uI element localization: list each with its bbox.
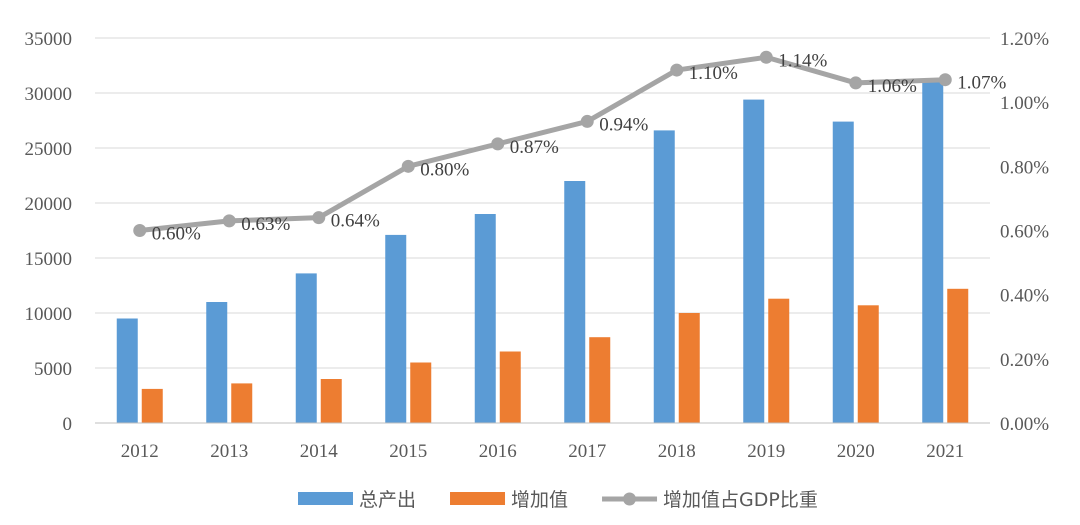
- y-axis-right: 0.00% 0.20% 0.40% 0.60% 0.80% 1.00% 1.20%: [1000, 29, 1049, 435]
- y-left-tick-label: 0: [63, 414, 73, 435]
- data-label: 1.06%: [868, 76, 917, 97]
- x-tick-label: 2014: [300, 441, 339, 462]
- data-label: 1.14%: [778, 50, 827, 71]
- legend-label: 总产出: [359, 489, 416, 511]
- data-labels: 0.60% 0.63% 0.64% 0.80% 0.87% 0.94% 1.10% 1.14%…: [152, 50, 1007, 244]
- data-label: 0.87%: [510, 137, 559, 158]
- bar: [116, 318, 138, 423]
- y-left-tick-label: 30000: [25, 84, 73, 105]
- y-right-tick-label: 1.00%: [1000, 93, 1049, 114]
- data-label: 0.94%: [599, 114, 648, 135]
- bar: [589, 337, 611, 423]
- bar: [743, 99, 765, 423]
- x-tick-label: 2015: [389, 441, 427, 462]
- y-left-tick-label: 35000: [25, 29, 73, 50]
- data-label: 0.60%: [152, 224, 201, 245]
- y-left-tick-label: 10000: [25, 304, 73, 325]
- data-label: 1.07%: [957, 73, 1006, 94]
- bar: [653, 130, 675, 423]
- x-tick-label: 2018: [658, 441, 696, 462]
- y-axis-left: 0 5000 10000 15000 20000 25000 30000 35000: [25, 29, 73, 435]
- legend-swatch: [450, 492, 506, 505]
- x-tick-label: 2013: [210, 441, 248, 462]
- legend-marker: [623, 492, 637, 506]
- x-tick-label: 2021: [926, 441, 964, 462]
- line-point: [849, 76, 863, 90]
- bar: [678, 313, 700, 423]
- line-point: [401, 159, 415, 173]
- y-right-tick-label: 1.20%: [1000, 29, 1049, 50]
- ratio-line: [133, 50, 952, 237]
- bar: [832, 121, 854, 423]
- bar: [385, 234, 407, 423]
- data-label: 0.63%: [241, 214, 290, 235]
- bar: [857, 305, 879, 423]
- bar: [564, 181, 586, 423]
- x-tick-label: 2017: [568, 441, 606, 462]
- y-left-tick-label: 25000: [25, 139, 73, 160]
- y-right-tick-label: 0.60%: [1000, 222, 1049, 243]
- gridlines: [95, 37, 990, 424]
- line-point: [938, 73, 952, 87]
- series-line: [139, 54, 946, 233]
- y-left-tick-label: 15000: [25, 249, 73, 270]
- bar: [947, 288, 969, 423]
- bar: [231, 383, 253, 423]
- data-label: 0.80%: [420, 159, 469, 180]
- line-point: [222, 214, 236, 228]
- bar: [320, 379, 342, 423]
- bars: [116, 82, 969, 423]
- legend: 总产出 增加值 增加值占GDP比重: [298, 489, 818, 511]
- legend-swatch: [298, 492, 353, 505]
- bar: [141, 388, 163, 423]
- legend-label: 增加值: [511, 489, 568, 511]
- y-right-tick-label: 0.40%: [1000, 286, 1049, 307]
- bar: [474, 214, 496, 423]
- data-label: 1.10%: [689, 63, 738, 84]
- x-tick-label: 2020: [837, 441, 875, 462]
- data-label: 0.64%: [331, 211, 380, 232]
- y-right-tick-label: 0.80%: [1000, 157, 1049, 178]
- x-tick-label: 2019: [747, 441, 785, 462]
- y-right-tick-label: 0.00%: [1000, 414, 1049, 435]
- x-tick-label: 2016: [479, 441, 517, 462]
- bar: [768, 298, 790, 423]
- bar: [922, 82, 944, 423]
- x-tick-label: 2012: [121, 441, 159, 462]
- y-right-tick-label: 0.20%: [1000, 350, 1049, 371]
- y-left-tick-label: 5000: [34, 359, 72, 380]
- line-point: [133, 224, 147, 237]
- y-left-tick-label: 20000: [25, 194, 73, 215]
- line-point: [580, 114, 594, 128]
- bar: [295, 273, 317, 423]
- bar: [410, 362, 432, 423]
- line-point: [670, 63, 684, 77]
- x-axis: 2012 2013 2014 2015 2016 2017 2018 2019 2020 2021: [95, 422, 990, 462]
- bar: [499, 351, 521, 423]
- line-point: [312, 211, 326, 225]
- line-point: [759, 50, 773, 64]
- legend-label: 增加值占GDP比重: [663, 489, 818, 511]
- bar: [206, 302, 228, 423]
- line-point: [491, 137, 505, 151]
